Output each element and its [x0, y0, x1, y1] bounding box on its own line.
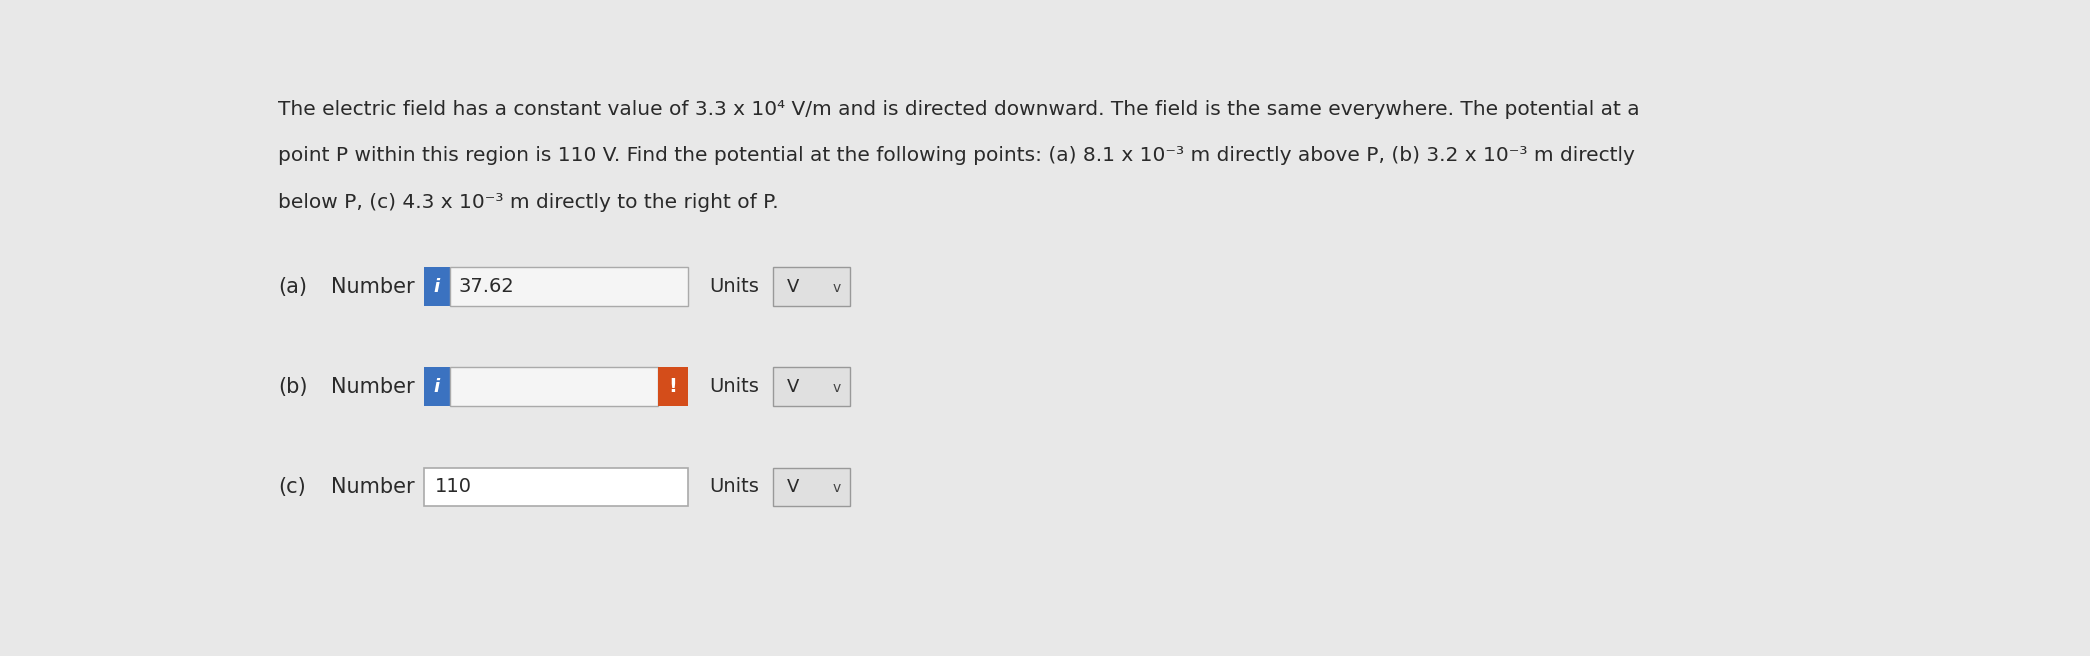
Text: V: V — [786, 478, 798, 496]
Text: Units: Units — [709, 478, 759, 497]
Bar — [424, 367, 449, 406]
Text: i: i — [435, 378, 439, 396]
Text: (b): (b) — [278, 377, 307, 397]
Bar — [773, 468, 851, 506]
Text: v: v — [832, 281, 840, 295]
Text: below P, (c) 4.3 x 10⁻³ m directly to the right of P.: below P, (c) 4.3 x 10⁻³ m directly to th… — [278, 193, 780, 212]
Text: v: v — [832, 482, 840, 495]
Bar — [658, 367, 688, 406]
Bar — [424, 468, 688, 506]
Bar — [773, 367, 851, 406]
Text: Units: Units — [709, 377, 759, 396]
Text: V: V — [786, 277, 798, 296]
Bar — [773, 268, 851, 306]
Text: v: v — [832, 381, 840, 396]
Text: The electric field has a constant value of 3.3 x 10⁴ V/m and is directed downwar: The electric field has a constant value … — [278, 100, 1641, 119]
Text: V: V — [786, 378, 798, 396]
Text: (c): (c) — [278, 477, 305, 497]
Bar — [449, 268, 688, 306]
Text: point P within this region is 110 V. Find the potential at the following points:: point P within this region is 110 V. Fin… — [278, 146, 1634, 165]
Text: Number: Number — [330, 477, 414, 497]
Text: i: i — [435, 277, 439, 296]
Text: 110: 110 — [435, 478, 472, 497]
Bar — [424, 268, 449, 306]
Text: (a): (a) — [278, 277, 307, 297]
Text: 37.62: 37.62 — [460, 277, 514, 296]
Bar — [449, 367, 658, 406]
Text: !: ! — [669, 377, 677, 396]
Text: Number: Number — [330, 377, 414, 397]
Text: Units: Units — [709, 277, 759, 296]
Text: Number: Number — [330, 277, 414, 297]
